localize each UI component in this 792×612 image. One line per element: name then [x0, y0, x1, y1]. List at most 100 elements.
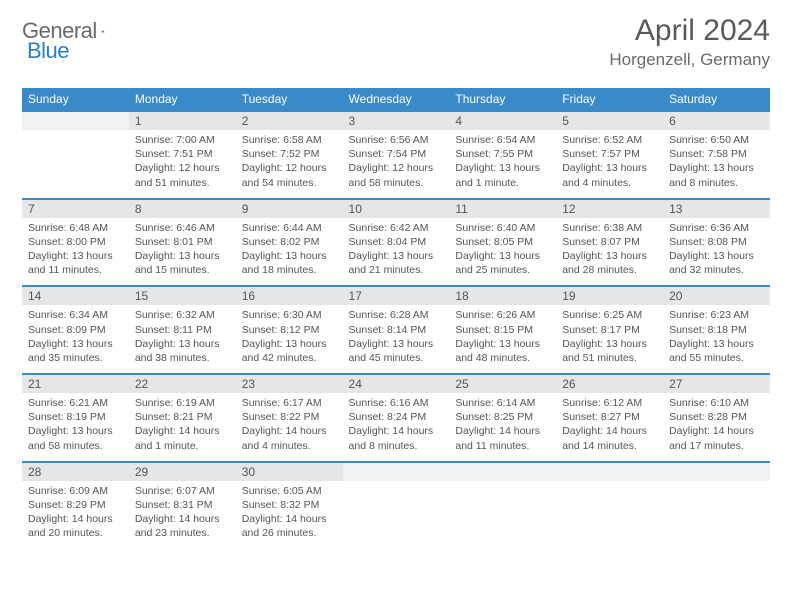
daylight-text: Daylight: 13 hours and 18 minutes. [242, 249, 337, 277]
sunset-text: Sunset: 8:12 PM [242, 323, 337, 337]
month-title: April 2024 [609, 14, 770, 48]
day-header: Friday [556, 88, 663, 110]
day-number: 10 [343, 200, 450, 218]
day-number: 6 [663, 112, 770, 130]
daylight-text: Daylight: 13 hours and 42 minutes. [242, 337, 337, 365]
sunrise-text: Sunrise: 6:25 AM [562, 308, 657, 322]
sunset-text: Sunset: 8:27 PM [562, 410, 657, 424]
day-number: 25 [449, 375, 556, 393]
day-number: 27 [663, 375, 770, 393]
day-number: 7 [22, 200, 129, 218]
daylight-text: Daylight: 13 hours and 48 minutes. [455, 337, 550, 365]
day-number: 13 [663, 200, 770, 218]
day-number [663, 463, 770, 481]
daylight-text: Daylight: 13 hours and 58 minutes. [28, 424, 123, 452]
sunrise-text: Sunrise: 6:52 AM [562, 133, 657, 147]
day-number: 1 [129, 112, 236, 130]
day-cell: Sunrise: 6:12 AMSunset: 8:27 PMDaylight:… [556, 393, 663, 461]
sunset-text: Sunset: 8:32 PM [242, 498, 337, 512]
day-number: 4 [449, 112, 556, 130]
sunrise-text: Sunrise: 6:30 AM [242, 308, 337, 322]
day-header: Thursday [449, 88, 556, 110]
day-number [556, 463, 663, 481]
day-number: 29 [129, 463, 236, 481]
day-number: 23 [236, 375, 343, 393]
sunset-text: Sunset: 8:15 PM [455, 323, 550, 337]
day-number [449, 463, 556, 481]
day-cell: Sunrise: 6:23 AMSunset: 8:18 PMDaylight:… [663, 305, 770, 373]
sunrise-text: Sunrise: 6:14 AM [455, 396, 550, 410]
daylight-text: Daylight: 13 hours and 11 minutes. [28, 249, 123, 277]
day-cell: Sunrise: 6:32 AMSunset: 8:11 PMDaylight:… [129, 305, 236, 373]
sunrise-text: Sunrise: 6:07 AM [135, 484, 230, 498]
day-cell: Sunrise: 6:44 AMSunset: 8:02 PMDaylight:… [236, 218, 343, 286]
sunrise-text: Sunrise: 6:46 AM [135, 221, 230, 235]
day-cell: Sunrise: 6:07 AMSunset: 8:31 PMDaylight:… [129, 481, 236, 549]
day-number: 15 [129, 287, 236, 305]
sunset-text: Sunset: 7:55 PM [455, 147, 550, 161]
day-number: 3 [343, 112, 450, 130]
sunset-text: Sunset: 8:14 PM [349, 323, 444, 337]
sunset-text: Sunset: 8:00 PM [28, 235, 123, 249]
daylight-text: Daylight: 14 hours and 20 minutes. [28, 512, 123, 540]
sunset-text: Sunset: 8:22 PM [242, 410, 337, 424]
day-cell: Sunrise: 6:21 AMSunset: 8:19 PMDaylight:… [22, 393, 129, 461]
daylight-text: Daylight: 12 hours and 51 minutes. [135, 161, 230, 189]
sunrise-text: Sunrise: 6:44 AM [242, 221, 337, 235]
sunrise-text: Sunrise: 6:38 AM [562, 221, 657, 235]
day-header: Monday [129, 88, 236, 110]
sunrise-text: Sunrise: 6:10 AM [669, 396, 764, 410]
logo-text-b: Blue [27, 38, 69, 63]
day-number: 2 [236, 112, 343, 130]
day-cell: Sunrise: 6:05 AMSunset: 8:32 PMDaylight:… [236, 481, 343, 549]
daylight-text: Daylight: 14 hours and 26 minutes. [242, 512, 337, 540]
daylight-text: Daylight: 13 hours and 8 minutes. [669, 161, 764, 189]
sunset-text: Sunset: 8:24 PM [349, 410, 444, 424]
daylight-text: Daylight: 14 hours and 1 minute. [135, 424, 230, 452]
day-number: 11 [449, 200, 556, 218]
sunset-text: Sunset: 7:58 PM [669, 147, 764, 161]
day-content-row: Sunrise: 6:48 AMSunset: 8:00 PMDaylight:… [22, 218, 770, 286]
sunrise-text: Sunrise: 6:50 AM [669, 133, 764, 147]
day-number: 30 [236, 463, 343, 481]
day-cell: Sunrise: 6:10 AMSunset: 8:28 PMDaylight:… [663, 393, 770, 461]
sunrise-text: Sunrise: 6:54 AM [455, 133, 550, 147]
sunset-text: Sunset: 8:21 PM [135, 410, 230, 424]
daylight-text: Daylight: 14 hours and 11 minutes. [455, 424, 550, 452]
day-cell: Sunrise: 6:52 AMSunset: 7:57 PMDaylight:… [556, 130, 663, 198]
daylight-text: Daylight: 13 hours and 15 minutes. [135, 249, 230, 277]
sunset-text: Sunset: 7:54 PM [349, 147, 444, 161]
day-header: Wednesday [343, 88, 450, 110]
daylight-text: Daylight: 13 hours and 32 minutes. [669, 249, 764, 277]
day-number [22, 112, 129, 130]
daylight-text: Daylight: 12 hours and 58 minutes. [349, 161, 444, 189]
day-number-row: 21222324252627 [22, 375, 770, 393]
day-number: 8 [129, 200, 236, 218]
day-cell: Sunrise: 6:16 AMSunset: 8:24 PMDaylight:… [343, 393, 450, 461]
day-number: 20 [663, 287, 770, 305]
day-number: 9 [236, 200, 343, 218]
sunset-text: Sunset: 8:07 PM [562, 235, 657, 249]
day-header: Tuesday [236, 88, 343, 110]
day-cell: Sunrise: 6:54 AMSunset: 7:55 PMDaylight:… [449, 130, 556, 198]
day-cell: Sunrise: 6:40 AMSunset: 8:05 PMDaylight:… [449, 218, 556, 286]
sunset-text: Sunset: 8:29 PM [28, 498, 123, 512]
day-content-row: Sunrise: 6:09 AMSunset: 8:29 PMDaylight:… [22, 481, 770, 549]
sunrise-text: Sunrise: 6:23 AM [669, 308, 764, 322]
sunrise-text: Sunrise: 6:12 AM [562, 396, 657, 410]
day-cell: Sunrise: 6:36 AMSunset: 8:08 PMDaylight:… [663, 218, 770, 286]
sunset-text: Sunset: 8:31 PM [135, 498, 230, 512]
sunset-text: Sunset: 8:28 PM [669, 410, 764, 424]
sunset-text: Sunset: 7:51 PM [135, 147, 230, 161]
sunrise-text: Sunrise: 6:26 AM [455, 308, 550, 322]
day-cell: Sunrise: 6:28 AMSunset: 8:14 PMDaylight:… [343, 305, 450, 373]
daylight-text: Daylight: 14 hours and 23 minutes. [135, 512, 230, 540]
sunrise-text: Sunrise: 6:42 AM [349, 221, 444, 235]
sunrise-text: Sunrise: 6:21 AM [28, 396, 123, 410]
day-number: 26 [556, 375, 663, 393]
sunset-text: Sunset: 8:18 PM [669, 323, 764, 337]
location-label: Horgenzell, Germany [609, 50, 770, 70]
sunset-text: Sunset: 8:25 PM [455, 410, 550, 424]
daylight-text: Daylight: 14 hours and 14 minutes. [562, 424, 657, 452]
page-header: General April 2024 Horgenzell, Germany [22, 14, 770, 70]
